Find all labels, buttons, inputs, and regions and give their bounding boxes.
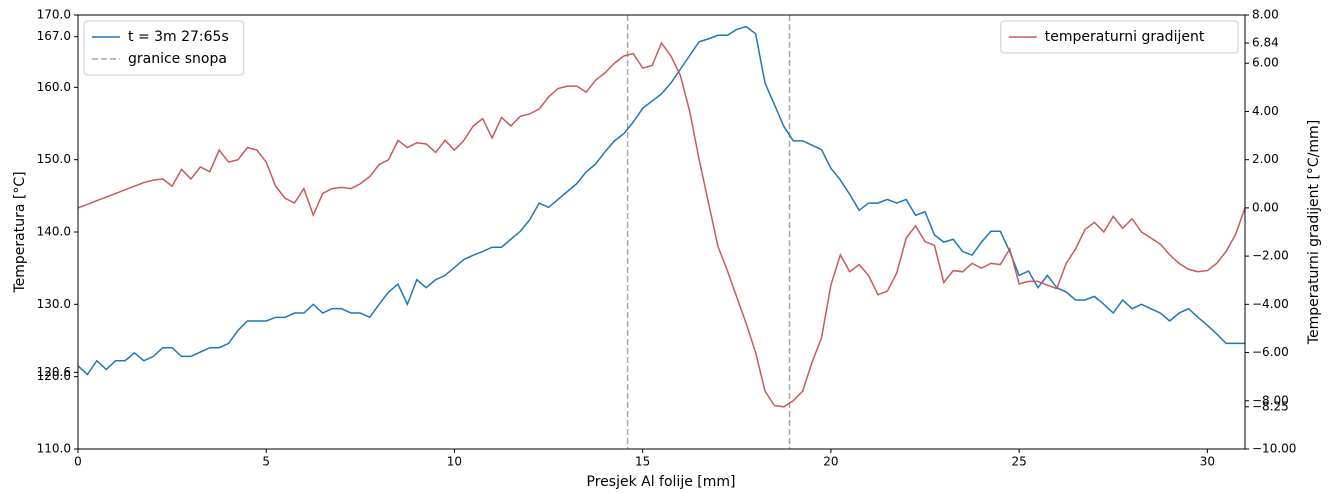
y2-tick-label: −8.25 [1252, 399, 1289, 413]
x-tick-label: 0 [74, 455, 82, 469]
y2-axis-label: Temperaturni gradijent [°C/mm] [1306, 120, 1322, 345]
y-tick-label: 160.0 [37, 80, 71, 94]
legend-box [83, 20, 245, 76]
y-tick-label: 170.0 [37, 8, 71, 22]
y2-tick-label: −2.00 [1252, 249, 1289, 263]
legend-label: t = 3m 27:65s [128, 29, 229, 45]
y-axis-label: Temperatura [°C] [12, 171, 28, 293]
legend-box [1000, 20, 1239, 54]
y-tick-label: 140.0 [37, 225, 71, 239]
legend-label: temperaturni gradijent [1045, 29, 1205, 45]
y2-tick-label: 8.00 [1252, 8, 1279, 22]
y2-tick-label: −10.00 [1252, 442, 1296, 456]
y-tick-label: 130.0 [37, 297, 71, 311]
y2-tick-label: 6.00 [1252, 56, 1279, 70]
y-tick-label: 120.6 [37, 365, 71, 379]
y-tick-label: 120.0 [37, 369, 71, 383]
y2-tick-label: 6.84 [1252, 35, 1279, 49]
y-tick-label: 150.0 [37, 152, 71, 166]
x-tick-label: 30 [1200, 455, 1215, 469]
y2-tick-label: −4.00 [1252, 297, 1289, 311]
x-tick-label: 25 [1011, 455, 1026, 469]
y2-tick-label: 2.00 [1252, 152, 1279, 166]
y-tick-label: 110.0 [37, 442, 71, 456]
x-tick-label: 15 [635, 455, 650, 469]
plot-frame [77, 14, 1246, 450]
x-tick-label: 5 [262, 455, 270, 469]
y-tick-label: 167.0 [37, 29, 71, 43]
y2-tick-label: 0.00 [1252, 200, 1279, 214]
x-tick-label: 10 [447, 455, 462, 469]
legend-label: granice snopa [128, 51, 227, 67]
data-line [77, 25, 1245, 376]
data-line [77, 41, 1246, 408]
y2-tick-label: 4.00 [1252, 104, 1279, 118]
x-tick-label: 20 [823, 455, 838, 469]
y2-tick-label: −6.00 [1252, 345, 1289, 359]
y2-tick-label: −8.00 [1252, 393, 1289, 407]
x-axis-label: Presjek Al folije [mm] [587, 474, 736, 490]
